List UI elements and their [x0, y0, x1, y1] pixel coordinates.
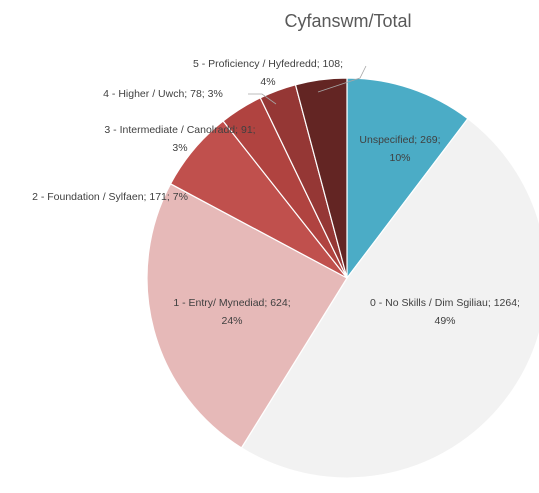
data-label: 2 - Foundation / Sylfaen; 171; 7%	[32, 191, 188, 203]
pie-slice	[294, 77, 348, 279]
data-label: 5 - Proficiency / Hyfedredd; 108;	[193, 58, 343, 70]
pie-slice	[146, 183, 348, 449]
data-label: 4%	[260, 76, 275, 88]
slices	[146, 77, 539, 479]
data-label: 0 - No Skills / Dim Sgiliau; 1264;	[370, 297, 520, 309]
data-label: 1 - Entry/ Mynediad; 624;	[173, 297, 290, 309]
pie-slice	[346, 77, 469, 280]
chart-title: Cyfanswm/Total	[284, 11, 411, 31]
data-label: 24%	[221, 315, 242, 327]
data-label: Unspecified; 269;	[359, 134, 440, 146]
data-label: 3 - Intermediate / Canolradd; 91;	[104, 124, 255, 136]
pie-slice	[240, 117, 539, 479]
data-label: 49%	[434, 315, 455, 327]
data-label: 4 - Higher / Uwch; 78; 3%	[103, 88, 223, 100]
leader-line	[317, 65, 367, 93]
data-label: 3%	[172, 142, 187, 154]
data-label: 10%	[389, 152, 410, 164]
labels: Unspecified; 269; 10% 0 - No Skills / Dim …	[32, 58, 520, 327]
leader-line	[248, 93, 277, 105]
